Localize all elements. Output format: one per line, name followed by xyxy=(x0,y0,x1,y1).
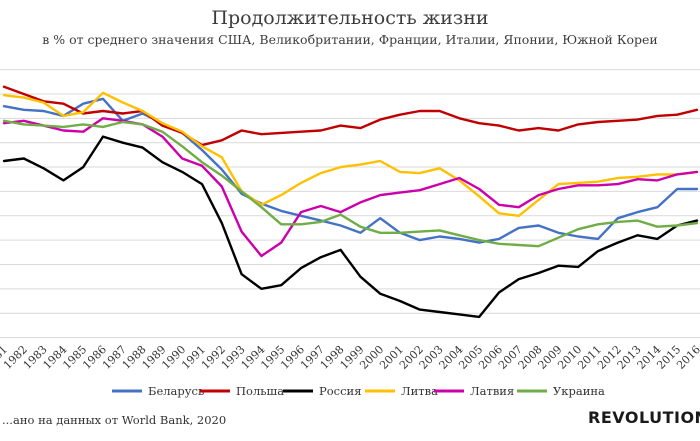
chart-title: Продолжительность жизни xyxy=(211,7,488,29)
legend: Беларусь Польша Россия Литва Латвия Украина xyxy=(112,384,605,398)
legend-label: Россия xyxy=(319,384,361,398)
series-lines xyxy=(2,85,699,319)
x-tick-label: 81 xyxy=(0,343,10,362)
series-line-2 xyxy=(2,85,699,147)
logo-text: REVOLUTION xyxy=(588,408,700,427)
revolution-logo: REVOLUTION xyxy=(588,408,700,427)
gridlines xyxy=(0,69,700,339)
series-line-3 xyxy=(2,135,699,319)
legend-label: Латвия xyxy=(470,384,514,398)
series-line-5 xyxy=(2,117,699,258)
source-note: ...ано на данных от World Bank, 2020 xyxy=(2,413,226,427)
x-axis-ticks: 8119821983198419851986198719881989199019… xyxy=(0,343,700,372)
legend-label: Литва xyxy=(401,384,438,398)
series-line-1 xyxy=(2,97,699,244)
series-line-4 xyxy=(2,91,699,218)
legend-label: Польша xyxy=(236,384,284,398)
legend-label: Беларусь xyxy=(148,384,204,398)
series-line-6 xyxy=(2,119,699,248)
legend-label: Украина xyxy=(553,384,605,398)
chart-subtitle: в % от среднего значения США, Великобрит… xyxy=(42,32,658,47)
